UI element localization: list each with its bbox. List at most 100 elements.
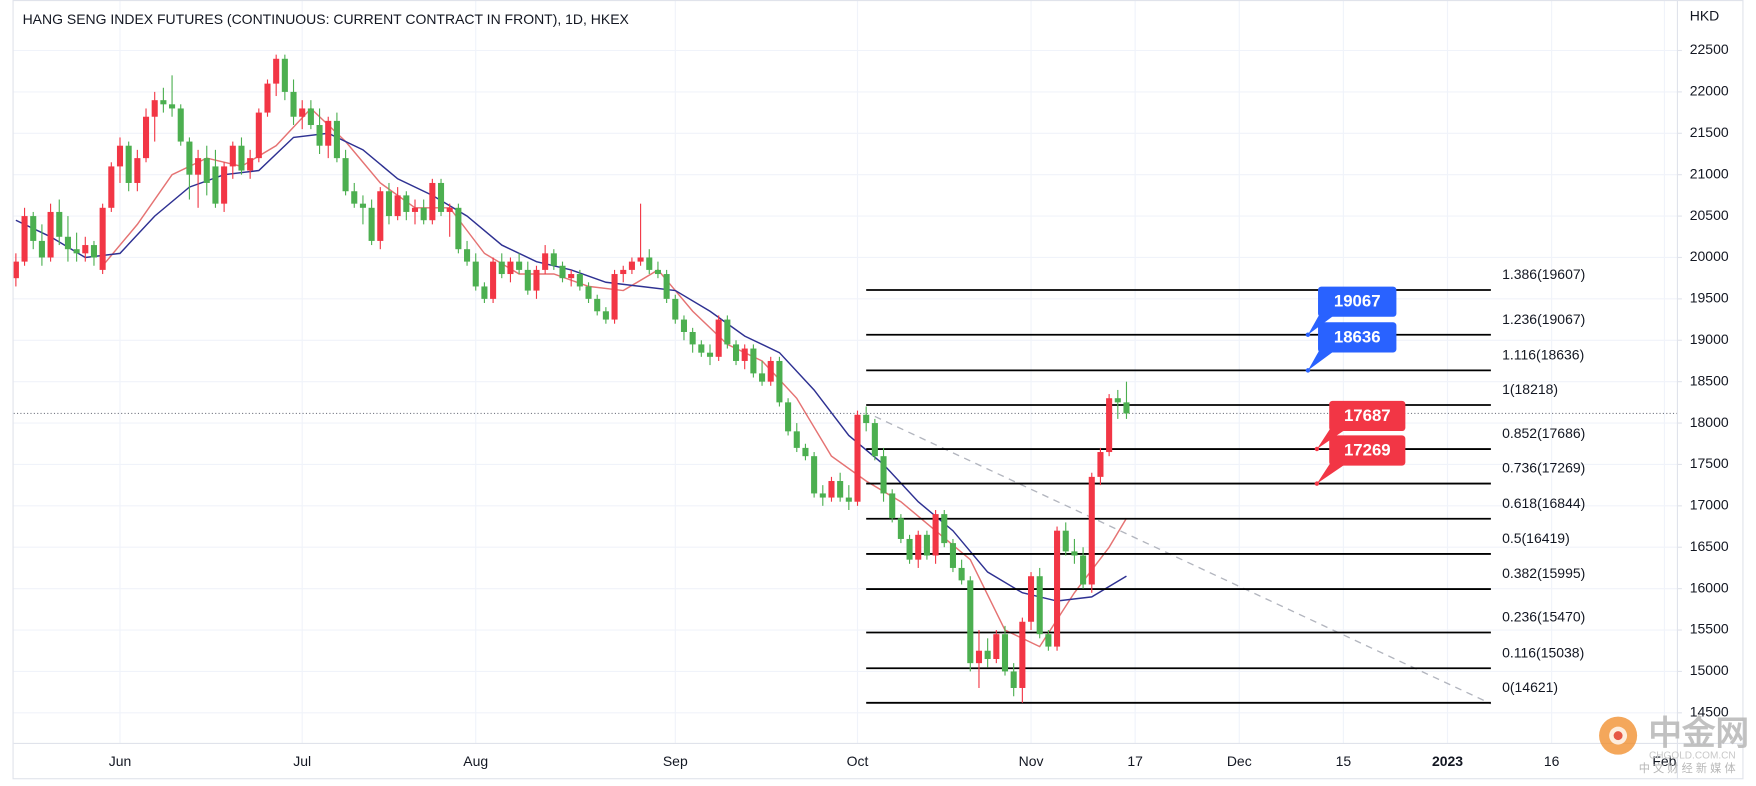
candle-body — [1019, 621, 1026, 688]
candle-body — [394, 195, 401, 217]
candle-body — [932, 514, 939, 556]
candle-body — [1080, 555, 1087, 585]
candle-body — [229, 145, 236, 167]
candle-body — [828, 481, 835, 498]
candle-body — [142, 116, 150, 159]
candle-body — [854, 414, 861, 502]
fib-level-label: 1(18218) — [1502, 381, 1558, 397]
x-tick-label: 15 — [1336, 753, 1352, 769]
candle-body — [195, 158, 202, 175]
candle-body — [724, 319, 731, 345]
callout-anchor — [1305, 332, 1311, 337]
y-tick-label: 17500 — [1690, 455, 1729, 471]
candle-body — [715, 319, 722, 357]
candle-body — [420, 207, 427, 221]
candle-body — [1106, 398, 1113, 453]
candle-body — [325, 120, 332, 146]
candle-body — [464, 249, 471, 262]
candle-body — [307, 108, 314, 126]
grid-layer — [13, 0, 1678, 744]
candle-body — [299, 108, 306, 117]
candle-body — [1036, 576, 1043, 635]
candle-body — [524, 269, 531, 291]
candle-body — [316, 125, 323, 146]
candle-body — [559, 265, 566, 279]
candle-body — [542, 253, 549, 270]
moving-average-line — [102, 107, 1128, 648]
candle-body — [863, 414, 870, 424]
candle-body — [767, 360, 774, 382]
candle-body — [689, 331, 696, 345]
candle-body — [446, 207, 453, 212]
fib-level-label: 0.116(15038) — [1502, 644, 1584, 660]
candle-body — [576, 274, 583, 287]
callout-label: 17687 — [1344, 406, 1391, 425]
candle-body — [203, 158, 210, 183]
fib-level-label: 1.236(19067) — [1502, 311, 1585, 327]
candle-body — [646, 257, 653, 270]
y-tick-label: 22000 — [1690, 83, 1729, 99]
x-tick-label: Jul — [293, 753, 311, 769]
candle-body — [680, 319, 688, 332]
callout-box — [1329, 400, 1406, 432]
candle-body — [1071, 551, 1078, 556]
candle-body — [550, 253, 557, 266]
candle-body — [411, 207, 419, 212]
candle-body — [1123, 402, 1130, 414]
candle-body — [385, 191, 393, 217]
x-tick-label: 2023 — [1432, 753, 1463, 769]
candle-body — [56, 211, 63, 237]
fib-level-label: 0.736(17269) — [1502, 460, 1585, 476]
candle-body — [620, 269, 627, 275]
candle-body — [507, 261, 514, 275]
candle-body — [516, 261, 523, 270]
logo-icon-dot — [1613, 731, 1623, 741]
callout-layer: 19067 18636 17687 17269 — [1305, 286, 1406, 486]
callout-anchor — [1305, 368, 1311, 373]
callout-label: 18636 — [1334, 327, 1381, 346]
y-tick-label: 18000 — [1690, 414, 1729, 430]
candle-body — [958, 567, 965, 581]
fib-level-label: 0.852(17686) — [1502, 425, 1585, 441]
fib-level-label: 1.386(19607) — [1502, 266, 1585, 282]
candle-body — [1054, 530, 1061, 647]
x-tick-label: Oct — [847, 753, 869, 769]
candle-body — [481, 286, 488, 299]
candle-body — [359, 203, 366, 208]
candle-body — [437, 182, 445, 212]
candle-body — [21, 216, 28, 262]
candle-body — [290, 91, 297, 117]
fib-level-label: 0.618(16844) — [1502, 495, 1585, 511]
candle-body — [377, 191, 384, 241]
candle-body — [568, 274, 575, 279]
candle-body — [602, 311, 609, 320]
candle-body — [455, 207, 462, 250]
candle-body — [637, 257, 644, 262]
y-tick-label: 18500 — [1690, 372, 1729, 388]
candle-body — [255, 112, 262, 159]
fib-level-label: 0.236(15470) — [1502, 609, 1585, 625]
candle-body — [949, 543, 956, 568]
watermark: 中金网 CHGOLD.COM.CN 中 文 财 经 新 媒 体 — [1599, 713, 1749, 775]
callout-label: 17269 — [1344, 441, 1391, 460]
candle-body — [403, 195, 410, 212]
x-tick-label: 16 — [1544, 753, 1560, 769]
callout-box — [1318, 286, 1397, 317]
candle-body — [672, 298, 679, 320]
candle-body — [628, 261, 635, 270]
candle-body — [90, 245, 98, 258]
y-tick-label: 17000 — [1690, 497, 1729, 513]
candle-body — [273, 58, 280, 84]
y-tick-label: 16500 — [1690, 538, 1729, 554]
candle-body — [585, 286, 592, 299]
y-tick-label: 20000 — [1690, 248, 1729, 264]
candle-body — [802, 447, 809, 457]
candle-body — [186, 141, 193, 175]
candle-body — [776, 360, 783, 403]
candle-body — [1114, 398, 1121, 403]
axis-layer: HANG SENG INDEX FUTURES (CONTINUOUS: CUR… — [12, 0, 1744, 780]
candle-body — [490, 261, 497, 299]
y-axis-label: HKD — [1690, 7, 1720, 23]
candle-body — [47, 211, 54, 258]
trend-line — [874, 415, 1492, 705]
